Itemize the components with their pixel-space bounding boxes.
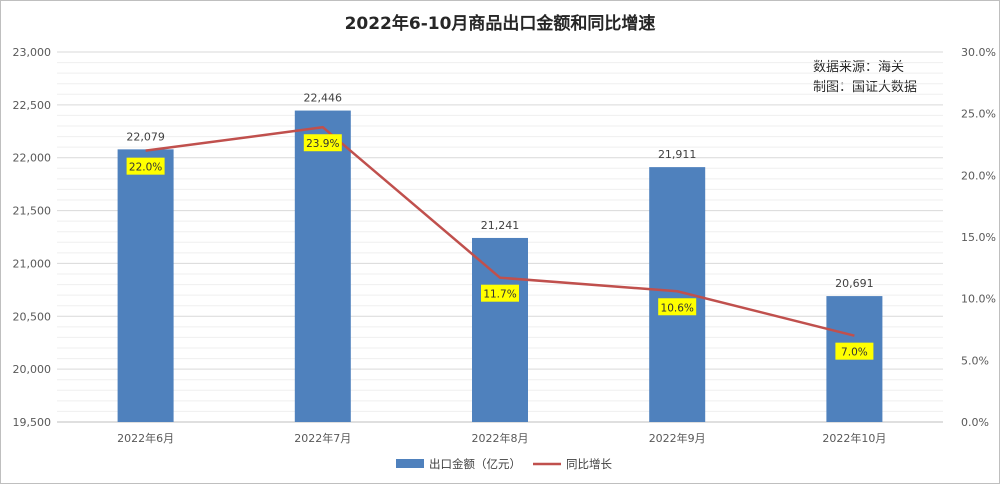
line-value-label: 11.7% xyxy=(483,289,516,301)
right-axis: 0.0% 5.0% 10.0% 15.0% 20.0% 25.0% 30.0% xyxy=(961,46,996,429)
bar xyxy=(117,149,174,422)
x-tick-label: 2022年10月 xyxy=(822,431,886,445)
x-tick-label: 2022年9月 xyxy=(649,431,706,445)
right-tick-label: 10.0% xyxy=(961,293,996,306)
legend: 出口金额（亿元） 同比增长 xyxy=(396,457,612,471)
legend-bar-swatch xyxy=(396,459,424,468)
left-tick-label: 20,000 xyxy=(13,363,52,376)
right-tick-label: 15.0% xyxy=(961,231,996,244)
chart-title: 2022年6-10月商品出口金额和同比增速 xyxy=(345,13,656,34)
bar-series: 22,079 22,446 21,241 21,911 20,691 xyxy=(117,92,883,423)
right-tick-label: 5.0% xyxy=(961,354,989,367)
x-tick-label: 2022年7月 xyxy=(294,431,351,445)
bar-value-label: 21,911 xyxy=(658,148,697,161)
left-tick-label: 22,000 xyxy=(13,152,52,165)
right-tick-label: 0.0% xyxy=(961,416,989,429)
x-tick-label: 2022年8月 xyxy=(472,431,529,445)
left-tick-label: 22,500 xyxy=(13,99,52,112)
bar xyxy=(472,237,528,422)
left-tick-label: 23,000 xyxy=(13,46,52,59)
x-axis: 2022年6月 2022年7月 2022年8月 2022年9月 2022年10月 xyxy=(117,431,886,445)
bar-value-label: 20,691 xyxy=(835,277,874,290)
left-tick-label: 21,500 xyxy=(13,205,52,218)
legend-line-label: 同比增长 xyxy=(566,457,612,471)
left-axis: 19,500 20,000 20,500 21,000 21,500 22,000 22,5… xyxy=(13,46,52,429)
right-tick-label: 20.0% xyxy=(961,169,996,182)
left-tick-label: 19,500 xyxy=(13,416,52,429)
line-value-label: 7.0% xyxy=(841,347,868,359)
line-label-bg xyxy=(658,298,697,316)
line-label-bg xyxy=(126,157,165,175)
line-value-label: 10.6% xyxy=(661,302,694,314)
bar-value-label: 22,446 xyxy=(304,92,343,105)
line-label-bg xyxy=(835,342,874,360)
source-note: 数据来源：海关 xyxy=(813,60,904,75)
growth-line xyxy=(145,125,855,337)
line-value-label: 22.0% xyxy=(129,162,162,174)
left-tick-label: 21,000 xyxy=(13,257,52,270)
line-series: 22.0% 23.9% 11.7% 10.6% 7.0% xyxy=(126,125,874,360)
left-tick-label: 20,500 xyxy=(13,310,52,323)
legend-bar-label: 出口金额（亿元） xyxy=(429,457,521,471)
right-tick-label: 30.0% xyxy=(961,46,996,59)
line-value-label: 23.9% xyxy=(306,138,339,150)
bar-value-label: 22,079 xyxy=(126,130,165,143)
line-label-bg xyxy=(303,134,342,152)
bar xyxy=(649,167,706,422)
line-label-bg xyxy=(481,284,519,302)
bar xyxy=(294,110,351,423)
right-tick-label: 25.0% xyxy=(961,108,996,121)
author-note: 制图：国证大数据 xyxy=(813,80,917,95)
x-tick-label: 2022年6月 xyxy=(117,431,174,445)
bar-value-label: 21,241 xyxy=(481,219,520,232)
